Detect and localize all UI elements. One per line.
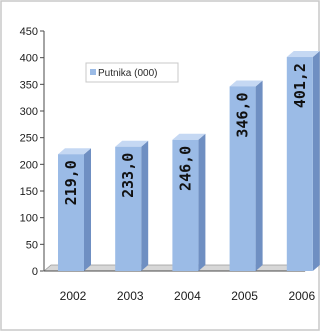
bar-top bbox=[229, 80, 263, 87]
y-axis: 0 50 100 150 200 250 300 350 400 450 bbox=[20, 26, 45, 278]
data-label: 246,0 bbox=[176, 146, 194, 191]
bar-side bbox=[312, 51, 320, 271]
legend-label: Putnika (000) bbox=[98, 68, 157, 79]
y-tick-label: 100 bbox=[20, 213, 38, 225]
y-tick-label: 450 bbox=[20, 26, 38, 38]
y-tick-label: 0 bbox=[32, 266, 38, 278]
y-tick-label: 400 bbox=[20, 53, 38, 65]
bar: 401,2 bbox=[286, 51, 320, 271]
bar-top bbox=[58, 148, 91, 155]
bar-front bbox=[58, 154, 84, 271]
bar-front bbox=[172, 139, 199, 271]
y-tick-label: 200 bbox=[20, 159, 38, 171]
y-tick-label: 50 bbox=[26, 239, 38, 251]
bar: 219,0 bbox=[58, 148, 91, 271]
legend: Putnika (000) bbox=[85, 62, 179, 83]
x-tick-label: 2006 bbox=[288, 289, 315, 303]
data-label: 346,0 bbox=[234, 92, 252, 137]
y-tick-label: 150 bbox=[20, 186, 38, 198]
bar-side bbox=[141, 140, 149, 271]
data-label: 233,0 bbox=[119, 153, 137, 198]
x-tick-label: 2005 bbox=[231, 289, 258, 303]
data-label: 401,2 bbox=[291, 63, 309, 108]
bars-group: 219,0 233,0 246,0 346,0 401,2 bbox=[58, 51, 320, 271]
y-tick-label: 300 bbox=[20, 106, 38, 118]
bar-top bbox=[172, 133, 206, 140]
x-tick-label: 2002 bbox=[60, 289, 87, 303]
bar-top bbox=[115, 140, 149, 147]
x-axis: 2002 2003 2004 2005 2006 bbox=[60, 289, 316, 303]
y-tick-label: 350 bbox=[20, 79, 38, 91]
data-label: 219,0 bbox=[62, 160, 80, 205]
bar: 233,0 bbox=[115, 140, 149, 271]
y-tick-label: 250 bbox=[20, 133, 38, 145]
bar-front bbox=[115, 146, 142, 271]
x-tick-label: 2004 bbox=[174, 289, 201, 303]
x-tick-label: 2003 bbox=[117, 289, 144, 303]
bar-side bbox=[255, 80, 263, 271]
legend-box bbox=[85, 62, 179, 83]
bar: 346,0 bbox=[229, 80, 263, 271]
bar-side bbox=[198, 133, 206, 271]
legend-swatch bbox=[90, 69, 96, 75]
bar-front bbox=[229, 86, 256, 271]
bar-top bbox=[286, 51, 320, 58]
bar: 246,0 bbox=[172, 133, 206, 271]
bar-side bbox=[84, 148, 91, 271]
bar-front bbox=[286, 57, 313, 271]
